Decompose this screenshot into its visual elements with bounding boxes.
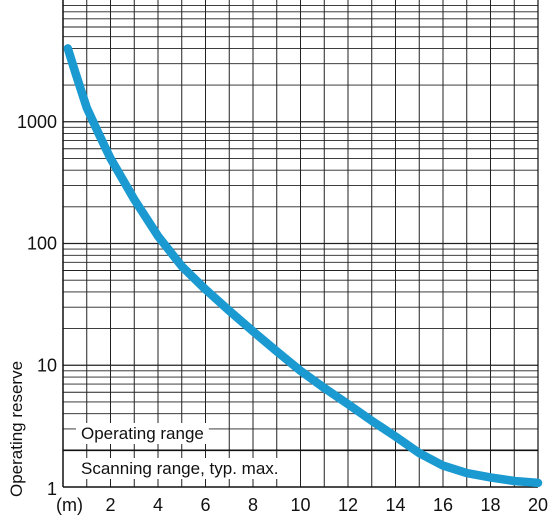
- plot-frame: [62, 0, 539, 488]
- y-tick-label: 10: [37, 355, 57, 375]
- y-tick-label: 100: [27, 234, 57, 254]
- x-tick-label: 2: [105, 495, 115, 515]
- x-tick-label: 18: [480, 495, 500, 515]
- y-tick-label: 1000: [17, 112, 57, 132]
- x-tick-label: 20: [528, 495, 548, 515]
- x-tick-label: 12: [338, 495, 358, 515]
- grid-lines: [63, 0, 538, 487]
- scanning-range-label: Scanning range, typ. max.: [81, 459, 279, 478]
- x-tick-label: 8: [248, 495, 258, 515]
- scanning-range-label-background: [76, 458, 284, 479]
- y-tick-label: 1: [47, 479, 57, 499]
- tick-labels: 2 4 6 8 10 12 14 16 18 20 1 10 100 1000: [17, 112, 548, 515]
- x-tick-label: 4: [153, 495, 163, 515]
- x-tick-label: 6: [200, 495, 210, 515]
- x-tick-label: 16: [433, 495, 453, 515]
- operating-range-label: Operating range: [81, 424, 204, 443]
- series-layer: [63, 44, 543, 488]
- y-axis-label: Operating reserve: [7, 361, 26, 497]
- x-unit-label: (m): [56, 495, 83, 515]
- operating-range-label-background: [76, 423, 209, 444]
- operating-reserve-curve: [63, 44, 543, 488]
- x-tick-label: 14: [385, 495, 405, 515]
- x-tick-label: 10: [290, 495, 310, 515]
